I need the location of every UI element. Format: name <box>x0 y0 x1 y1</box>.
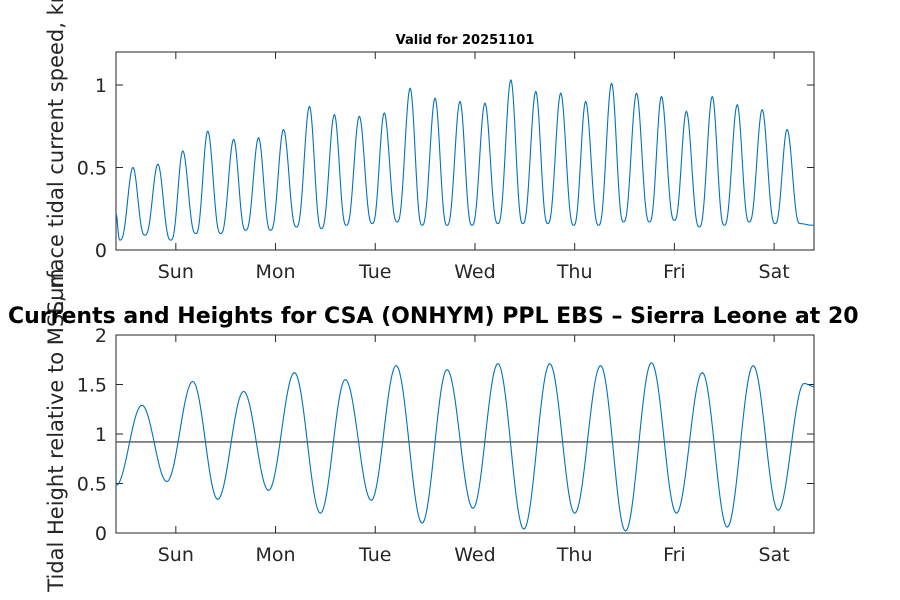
tidal-height-y-axis-label: Tidal Height relative to MSL, m <box>44 268 68 592</box>
y-tick-label: 0.5 <box>77 474 107 496</box>
x-tick-label: Mon <box>256 544 296 566</box>
y-tick-label: 1 <box>95 75 107 97</box>
current-speed-title: Valid for 20251101 <box>396 33 535 48</box>
x-tick-label: Tue <box>358 544 391 566</box>
tidal-height-axes-box <box>115 334 815 534</box>
y-tick-label: 0 <box>95 240 107 262</box>
series-line <box>115 79 814 241</box>
current-speed-series <box>115 79 814 241</box>
x-tick-label: Mon <box>256 261 296 283</box>
y-tick-label: 0.5 <box>77 158 107 180</box>
current-speed-y-axis-label: Surface tidal current speed, knots <box>44 0 68 314</box>
tidal-height-panel: 0 0.5 1 1.5 2 Sun Mon Tue Wed Thu Fri Sat Tidal He… <box>8 268 859 592</box>
y-tick-label: 1.5 <box>77 375 107 397</box>
x-tick-label: Tue <box>358 261 391 283</box>
tidal-height-x-tick-labels: Sun Mon Tue Wed Thu Fri Sat <box>158 544 790 566</box>
tidal-height-y-tick-labels: 0 0.5 1 1.5 2 <box>77 325 107 545</box>
tidal-height-title: Currents and Heights for CSA (ONHYM) PPL… <box>8 304 859 329</box>
x-tick-label: Sun <box>158 261 194 283</box>
x-tick-label: Wed <box>454 544 495 566</box>
x-tick-label: Sat <box>759 544 790 566</box>
current-speed-x-tick-labels: Sun Mon Tue Wed Thu Fri Sat <box>158 261 790 283</box>
series-line <box>115 362 815 532</box>
x-tick-label: Fri <box>663 544 686 566</box>
tidal-height-ticks <box>116 334 814 534</box>
x-tick-label: Wed <box>454 261 495 283</box>
x-tick-label: Fri <box>663 261 686 283</box>
x-tick-label: Thu <box>556 261 593 283</box>
current-speed-y-tick-labels: 00.51 <box>77 75 107 262</box>
current-speed-panel: 00.51 Sun Mon Tue Wed Thu Fri Sat Valid for 20… <box>44 0 815 314</box>
x-tick-label: Thu <box>556 544 593 566</box>
x-tick-label: Sat <box>759 261 790 283</box>
y-tick-label: 1 <box>95 424 107 446</box>
tidal-height-series <box>115 362 815 532</box>
y-tick-label: 2 <box>95 325 107 347</box>
x-tick-label: Sun <box>158 544 194 566</box>
y-tick-label: 0 <box>95 523 107 545</box>
current-speed-ticks <box>116 52 814 251</box>
